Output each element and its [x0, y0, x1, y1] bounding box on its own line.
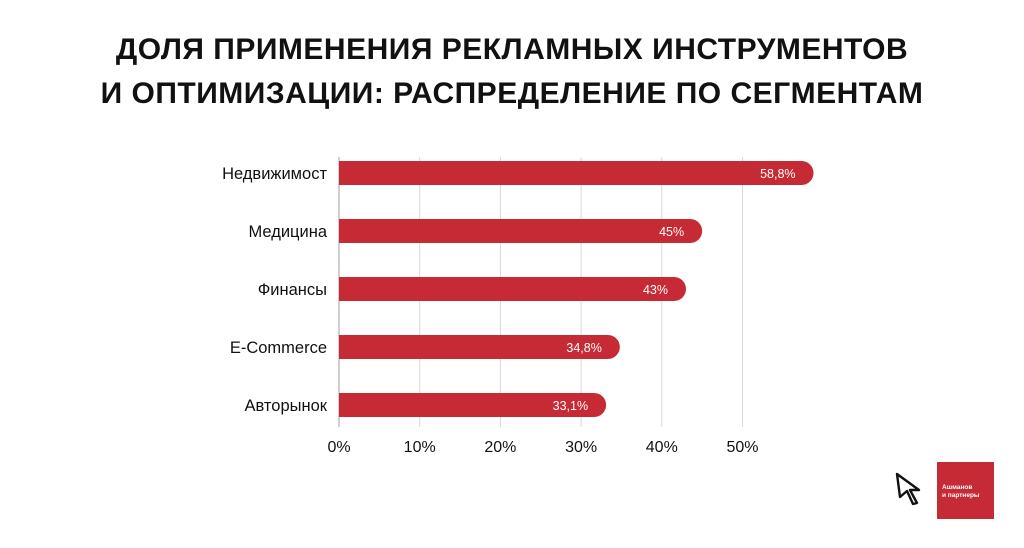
category-label: Медицина: [248, 223, 327, 241]
x-tick-label: 40%: [646, 439, 678, 456]
x-tick-label: 50%: [726, 439, 758, 456]
title-line-2: И ОПТИМИЗАЦИИ: РАСПРЕДЕЛЕНИЕ ПО СЕГМЕНТА…: [100, 77, 924, 110]
logo-line-1: Ашманов: [942, 484, 973, 491]
data-label: 58,8%: [760, 167, 795, 181]
category-label: Авторынок: [245, 397, 328, 415]
bar: [339, 161, 814, 185]
x-tick-label: 0%: [327, 439, 350, 456]
data-label: 33,1%: [553, 399, 588, 413]
data-label: 34,8%: [566, 341, 601, 355]
title-line-1: ДОЛЯ ПРИМЕНЕНИЯ РЕКЛАМНЫХ ИНСТРУМЕНТОВ: [115, 33, 909, 66]
x-tick-label: 20%: [484, 439, 516, 456]
bar: [339, 335, 620, 359]
x-tick-label: 30%: [565, 439, 597, 456]
data-label: 45%: [659, 225, 684, 239]
bar: [339, 393, 607, 417]
category-label: E-Commerce: [230, 339, 327, 357]
page-title: ДОЛЯ ПРИМЕНЕНИЯ РЕКЛАМНЫХ ИНСТРУМЕНТОВ И…: [0, 28, 1024, 116]
bar: [339, 277, 687, 301]
bar: [339, 219, 703, 243]
data-label: 43%: [643, 283, 668, 297]
x-tick-label: 10%: [404, 439, 436, 456]
company-logo-arrow-icon: [895, 472, 921, 506]
category-label: Финансы: [258, 281, 327, 299]
company-logo: Ашманов и партнеры: [937, 462, 994, 519]
category-label: Недвижимост: [222, 165, 327, 183]
logo-line-2: и партнеры: [942, 492, 980, 499]
